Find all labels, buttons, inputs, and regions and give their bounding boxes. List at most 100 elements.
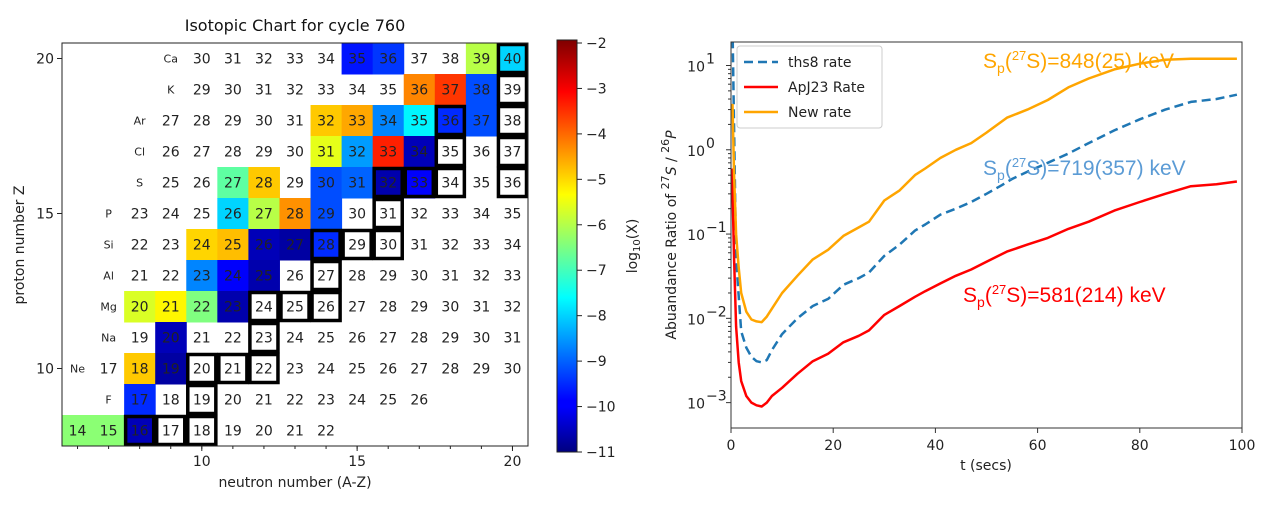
mass-number: 33 [472,238,490,254]
stable-isotope-box [434,166,467,199]
mass-number: 31 [410,238,428,254]
mass-number: 34 [410,145,428,161]
element-label: Si [104,239,114,252]
y-axis-label: proton number Z [12,186,28,305]
abundance-cell [217,260,249,292]
abundance-cell [403,136,436,168]
abundance-cell [93,415,125,447]
y-tick-exponent: 1 [706,51,715,67]
mass-number: 29 [255,145,273,161]
element-label: Ca [164,53,178,66]
mass-number: 32 [441,238,459,254]
x-tick-label: 20 [504,454,522,470]
stable-isotope-box [154,414,187,447]
mass-number: 30 [224,83,242,99]
mass-number: 21 [286,424,304,440]
y-tick-label: 10 [687,312,705,328]
abundance-cell [124,353,156,385]
colorbar-tick-label: −11 [586,445,616,461]
colorbar-label: log10(X) [625,219,643,274]
abundance-cell [124,384,156,416]
mass-number: 33 [348,114,366,130]
mass-number: 27 [193,145,211,161]
mass-number: 18 [162,393,180,409]
mass-number: 26 [348,331,366,347]
abundance-cell [217,198,249,230]
mass-number: 21 [255,393,273,409]
mass-number: 35 [379,83,397,99]
legend-label: New rate [788,105,851,121]
mass-number: 35 [472,176,490,192]
series-lines [731,42,1238,408]
element-label: Cl [134,146,145,159]
abundance-cell [310,105,343,137]
x-tick-label: 20 [824,438,842,454]
stable-isotope-box [248,321,280,354]
mass-number: 30 [504,362,522,378]
mass-number: 38 [441,52,459,68]
mass-number: 33 [410,176,428,192]
mass-number: 23 [255,331,273,347]
mass-number: 18 [193,424,211,440]
stable-isotope-box [496,166,529,199]
mass-number: 28 [317,238,335,254]
stable-boxes [123,42,529,447]
mass-number: 33 [379,145,397,161]
stable-isotope-box [496,42,529,75]
sp-annotation: Sp(27S)=581(214) keV [963,282,1166,310]
stable-isotope-box [496,104,529,137]
isotopic-chart: Isotopic Chart for cycle 760 Ca 30 31 32 33 3… [12,16,643,491]
abundance-cell [372,43,405,75]
abundance-cell [155,322,187,354]
stable-isotope-box [186,414,218,447]
stable-isotope-box [372,228,404,261]
mass-number: 18 [131,362,149,378]
mass-number: 17 [131,393,149,409]
mass-number: 31 [504,331,522,347]
mass-number: 36 [472,145,490,161]
mass-number: 20 [255,424,273,440]
x-tick-label: 15 [348,454,366,470]
mass-number: 28 [410,331,428,347]
mass-number: 17 [162,424,180,440]
legend: ths8 rate ApJ23 Rate New rate [736,45,883,129]
mass-number: 26 [162,145,180,161]
y-tick-label: 15 [36,207,54,223]
stable-isotope-box [496,135,529,168]
stable-isotope-box [123,414,156,447]
mass-number: 30 [317,176,335,192]
mass-number: 36 [504,176,522,192]
mass-number: 33 [286,52,304,68]
mass-number: 32 [348,145,366,161]
colorbar-tick-label: −7 [586,263,607,279]
mass-number: 29 [410,300,428,316]
mass-number: 27 [379,331,397,347]
mass-number: 30 [410,269,428,285]
mass-number: 25 [162,176,180,192]
legend-label: ApJ23 Rate [788,80,865,96]
mass-number: 22 [286,393,304,409]
mass-number: 23 [131,207,149,223]
abundance-cell [372,136,405,168]
stable-isotope-box [434,104,467,137]
colorbar-tick-label: −8 [586,309,607,325]
mass-number: 32 [286,83,304,99]
abundance-cell [217,291,249,323]
mass-number: 20 [193,362,211,378]
mass-number: 36 [441,114,459,130]
mass-number: 19 [224,424,242,440]
mass-number: 29 [348,238,366,254]
mass-number: 32 [379,176,397,192]
abundance-cell [248,229,280,261]
mass-number: 19 [193,393,211,409]
chart-title: Isotopic Chart for cycle 760 [185,16,406,35]
mass-number: 26 [317,300,335,316]
mass-number: 21 [193,331,211,347]
y-tick-label: 20 [36,52,54,68]
x-tick-label: 10 [193,454,211,470]
stable-isotope-box [186,352,218,385]
axis-ticks: 10 15 20 10 15 20 [36,52,521,471]
colorbar-tick-label: −2 [586,36,607,52]
element-label: Mg [100,301,116,314]
mass-number: 37 [410,52,428,68]
